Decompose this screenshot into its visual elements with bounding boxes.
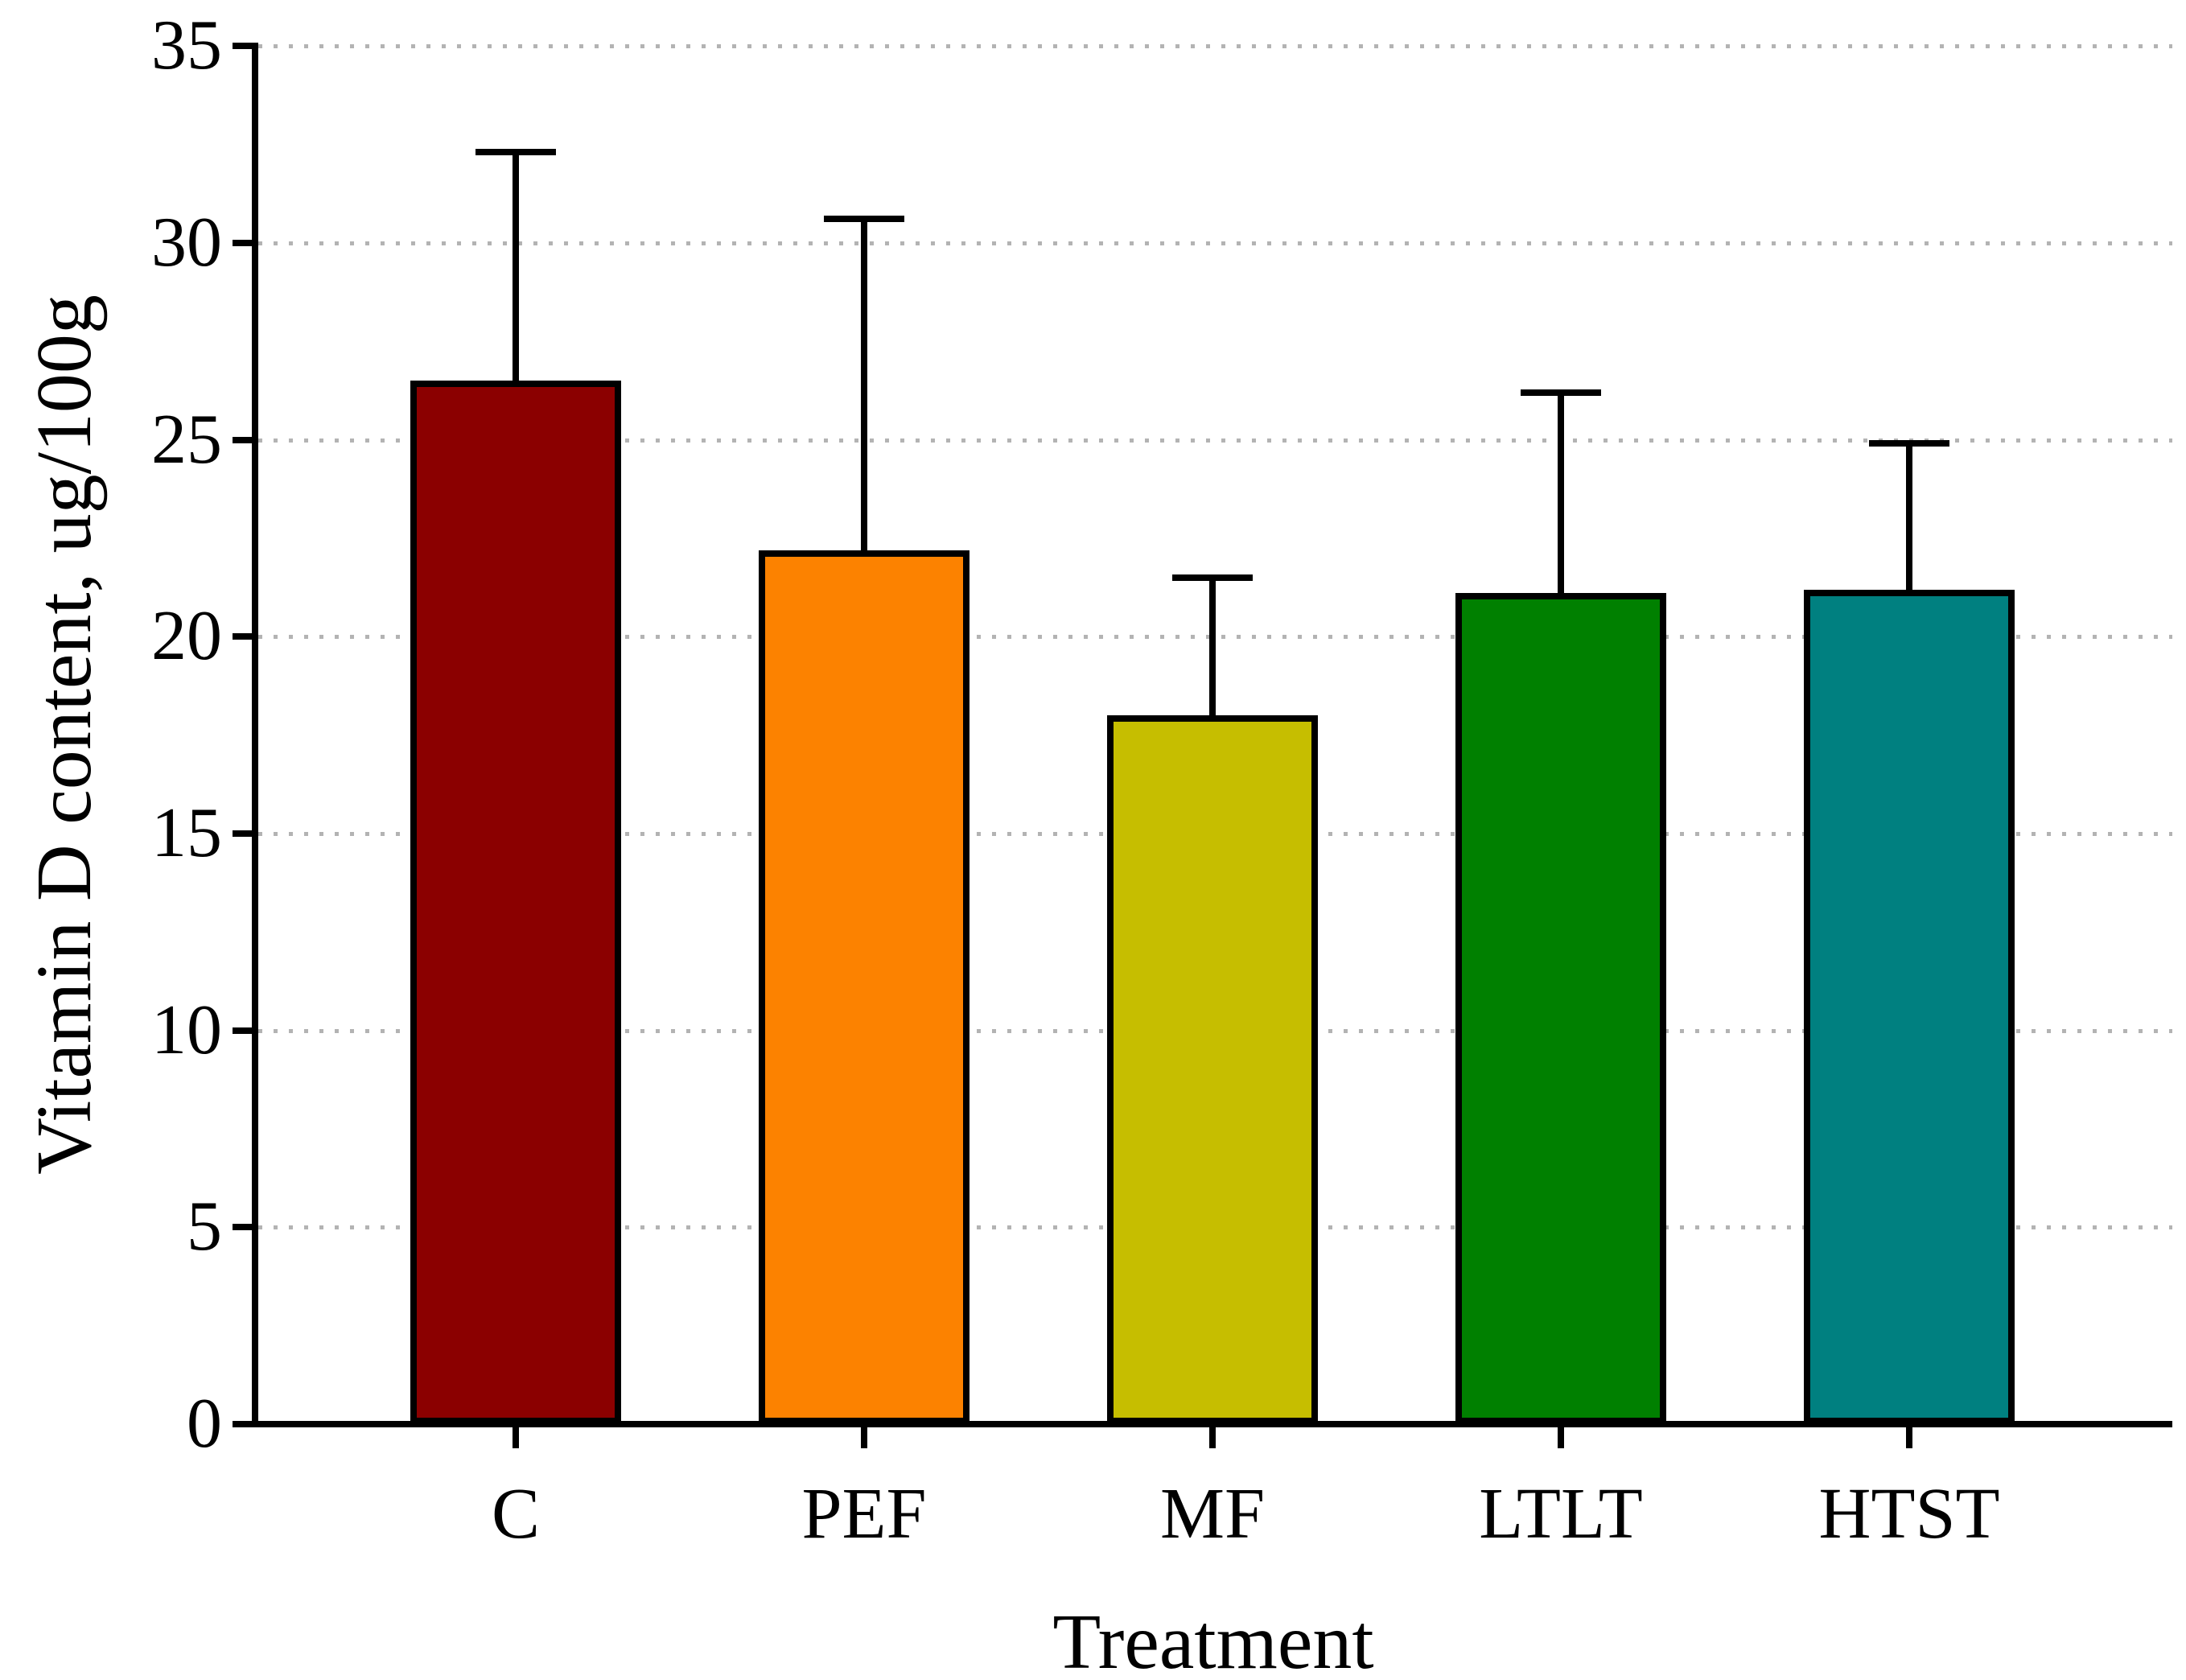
x-tick-LTLT bbox=[1558, 1427, 1564, 1448]
y-tick-0 bbox=[233, 1421, 255, 1427]
x-tick-MF bbox=[1209, 1427, 1216, 1448]
error-bar-cap-HTST bbox=[1869, 440, 1949, 447]
bar-HTST bbox=[1804, 589, 2015, 1424]
error-bar-cap-MF bbox=[1172, 574, 1253, 581]
gridline-y-25 bbox=[258, 438, 2172, 443]
x-tick-PEF bbox=[861, 1427, 867, 1448]
y-tick-25 bbox=[233, 436, 255, 443]
y-tick-35 bbox=[233, 43, 255, 50]
y-tick-label-35: 35 bbox=[151, 6, 222, 85]
x-axis-line bbox=[252, 1421, 2172, 1427]
bar-PEF bbox=[759, 550, 969, 1424]
bar-C bbox=[410, 381, 621, 1424]
y-tick-label-20: 20 bbox=[151, 597, 222, 676]
y-tick-label-10: 10 bbox=[151, 990, 222, 1069]
error-bar-cap-C bbox=[475, 149, 556, 156]
x-tick-HTST bbox=[1906, 1427, 1912, 1448]
y-tick-15 bbox=[233, 830, 255, 837]
error-bar-line-C bbox=[513, 152, 519, 385]
error-bar-line-HTST bbox=[1906, 443, 1912, 593]
error-bar-cap-PEF bbox=[824, 216, 904, 223]
x-category-label-MF: MF bbox=[1159, 1474, 1266, 1554]
x-axis-title: Treatment bbox=[1052, 1599, 1374, 1680]
gridline-y-30 bbox=[258, 241, 2172, 245]
x-tick-C bbox=[513, 1427, 519, 1448]
y-tick-label-25: 25 bbox=[151, 400, 222, 479]
y-tick-label-0: 0 bbox=[187, 1385, 222, 1463]
y-tick-30 bbox=[233, 239, 255, 246]
x-category-label-PEF: PEF bbox=[801, 1474, 927, 1554]
y-tick-label-30: 30 bbox=[151, 203, 222, 282]
y-tick-label-15: 15 bbox=[151, 793, 222, 872]
y-tick-20 bbox=[233, 633, 255, 640]
bar-LTLT bbox=[1455, 593, 1666, 1424]
bar-MF bbox=[1107, 715, 1318, 1424]
x-category-label-HTST: HTST bbox=[1818, 1474, 2000, 1554]
y-tick-label-5: 5 bbox=[187, 1188, 222, 1266]
gridline-y-35 bbox=[258, 44, 2172, 49]
y-axis-line bbox=[252, 43, 258, 1427]
error-bar-cap-LTLT bbox=[1521, 389, 1601, 396]
y-tick-10 bbox=[233, 1027, 255, 1034]
x-category-label-LTLT: LTLT bbox=[1479, 1474, 1643, 1554]
x-category-label-C: C bbox=[491, 1474, 541, 1554]
error-bar-line-PEF bbox=[861, 219, 867, 554]
error-bar-line-LTLT bbox=[1558, 392, 1564, 597]
y-tick-5 bbox=[233, 1224, 255, 1231]
error-bar-line-MF bbox=[1209, 577, 1216, 719]
